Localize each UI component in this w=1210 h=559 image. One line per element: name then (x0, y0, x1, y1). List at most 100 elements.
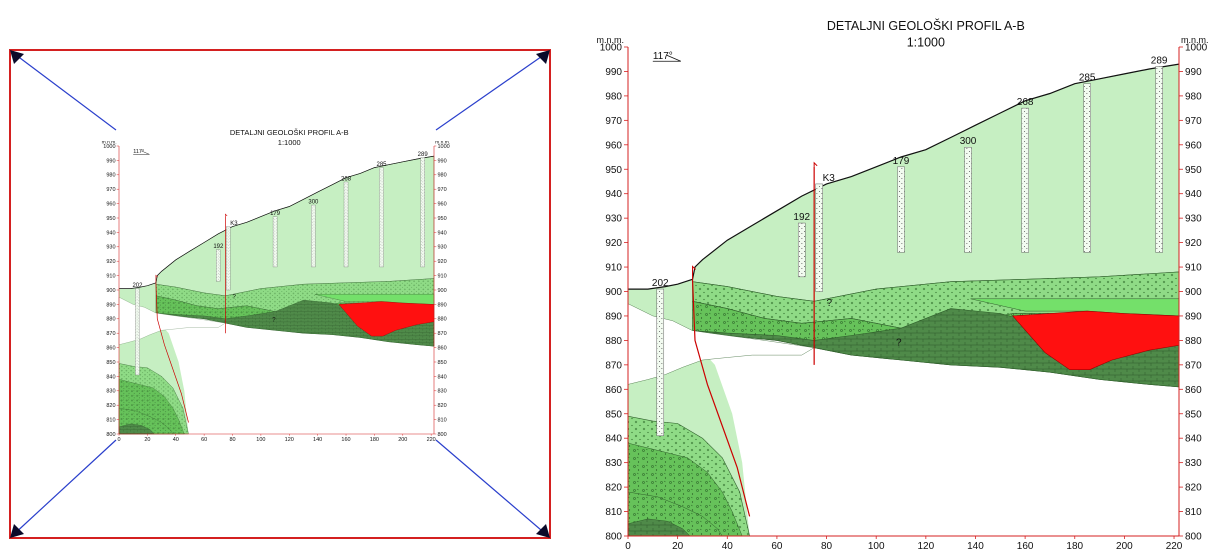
x-tick-label: 220 (1166, 541, 1183, 552)
borehole-label: 179 (270, 211, 281, 217)
y-tick-label-left: 1000 (103, 144, 115, 150)
y-tick-label-left: 870 (106, 331, 115, 337)
borehole-label: 285 (1079, 73, 1096, 84)
y-tick-label-left: 830 (605, 458, 622, 469)
axis-unit-left: m.n.m. (102, 141, 117, 146)
y-tick-label-right: 850 (1185, 409, 1202, 420)
borehole-179 (897, 166, 905, 253)
y-tick-label-right: 890 (437, 302, 446, 308)
y-tick-label-left: 990 (605, 67, 622, 78)
y-tick-label-right: 990 (1185, 67, 1202, 78)
borehole-268 (343, 181, 349, 268)
y-tick-label-right: 980 (437, 173, 446, 179)
x-tick-label: 100 (868, 541, 885, 552)
y-tick-label-right: 810 (1185, 507, 1202, 518)
borehole-179 (272, 216, 278, 268)
diagonal-bottom-left (11, 439, 117, 537)
borehole-label: 268 (341, 176, 352, 182)
y-tick-label-right: 800 (1185, 532, 1202, 543)
y-tick-label-left: 880 (106, 317, 115, 323)
borehole-label: 202 (132, 283, 143, 289)
layer-bedrock-dark (692, 308, 1180, 388)
axis-unit-left: m.n.m. (596, 35, 624, 45)
y-tick-label-right: 970 (1185, 116, 1202, 127)
y-tick-label-left: 920 (106, 259, 115, 265)
perspective-frame (9, 49, 551, 539)
borehole-k3 (815, 183, 823, 292)
y-tick-label-right: 860 (437, 346, 446, 352)
borehole-300 (311, 204, 316, 268)
x-tick-label: 20 (144, 437, 150, 443)
y-tick-label-left: 980 (106, 173, 115, 179)
diagonal-top-left (11, 51, 117, 131)
borehole-289 (420, 157, 425, 268)
layer-bedrock-dark (155, 299, 435, 347)
y-tick-label-left: 840 (106, 374, 115, 380)
x-tick-label: 60 (771, 541, 783, 552)
fault-k3-arrow-icon (813, 161, 818, 167)
x-tick-label: 0 (625, 541, 631, 552)
y-tick-label-left: 950 (106, 216, 115, 222)
x-tick-label: 120 (917, 541, 934, 552)
borehole-label: 268 (1017, 97, 1034, 108)
x-tick-label: 40 (722, 541, 734, 552)
y-tick-label-right: 820 (1185, 483, 1202, 494)
y-tick-label-right: 920 (1185, 238, 1202, 249)
y-tick-label-left: 890 (605, 311, 622, 322)
y-tick-label-right: 830 (1185, 458, 1202, 469)
y-tick-label-left: 970 (106, 187, 115, 193)
question-mark: ? (233, 295, 237, 301)
y-tick-label-left: 890 (106, 302, 115, 308)
y-tick-label-left: 860 (106, 346, 115, 352)
borehole-202 (656, 288, 665, 437)
y-tick-label-right: 870 (1185, 360, 1202, 371)
arrowhead-top-right-icon (536, 50, 550, 64)
y-tick-label-left: 800 (106, 432, 115, 438)
y-tick-label-left: 900 (106, 288, 115, 294)
question-mark: ? (827, 298, 833, 309)
y-tick-label-right: 990 (437, 158, 446, 164)
y-tick-label-right: 960 (437, 202, 446, 208)
borehole-label: 289 (1151, 56, 1168, 67)
borehole-label: 202 (652, 278, 669, 289)
borehole-285 (379, 167, 384, 268)
x-tick-label: 200 (398, 437, 407, 443)
y-tick-label-left: 810 (605, 507, 622, 518)
y-tick-label-right: 1000 (1185, 43, 1208, 54)
y-tick-label-left: 930 (106, 245, 115, 251)
borehole-268 (1021, 107, 1029, 253)
fault-k3-arrow-icon (225, 213, 228, 217)
profile-title: DETALJNI GEOLOŠKI PROFIL A-B (827, 18, 1025, 33)
y-tick-label-right: 980 (1185, 91, 1202, 102)
borehole-label: K3 (823, 173, 836, 184)
y-tick-label-left: 990 (106, 158, 115, 164)
y-tick-label-right: 840 (1185, 434, 1202, 445)
y-tick-label-left: 820 (605, 483, 622, 494)
arrowhead-top-left-icon (10, 50, 24, 64)
axis-unit-right: m.n.m. (1181, 35, 1209, 45)
x-tick-label: 140 (967, 541, 984, 552)
y-tick-label-right: 900 (1185, 287, 1202, 298)
y-tick-label-left: 880 (605, 336, 622, 347)
question-mark: ? (272, 318, 276, 324)
y-tick-label-left: 930 (605, 214, 622, 225)
y-tick-label-right: 830 (437, 389, 446, 395)
azimuth-arrow-icon (133, 150, 150, 155)
y-tick-label-right: 890 (1185, 311, 1202, 322)
y-tick-label-left: 960 (106, 202, 115, 208)
y-tick-label-left: 970 (605, 116, 622, 127)
arrowhead-bottom-left-icon (10, 524, 24, 538)
x-tick-label: 20 (672, 541, 684, 552)
y-tick-label-left: 940 (106, 230, 115, 236)
x-tick-label: 120 (285, 437, 294, 443)
borehole-192 (797, 222, 806, 278)
y-tick-label-right: 800 (437, 432, 446, 438)
azimuth-arrow-icon (652, 54, 681, 62)
x-tick-label: 160 (341, 437, 350, 443)
y-tick-label-right: 970 (437, 187, 446, 193)
y-tick-label-right: 950 (1185, 165, 1202, 176)
x-tick-label: 40 (173, 437, 179, 443)
fault-main-arrow-icon (692, 265, 696, 280)
